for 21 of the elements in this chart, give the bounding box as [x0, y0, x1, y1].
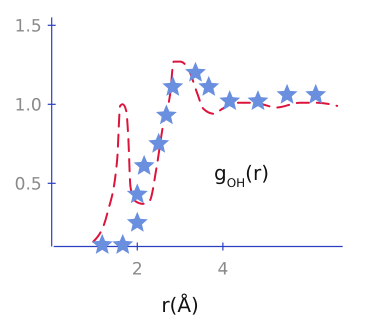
point [162, 76, 184, 96]
point [92, 234, 113, 254]
y-tick-label: 1.0 [14, 95, 42, 116]
x-tick-label: 2 [132, 260, 143, 280]
y-tick-label: 1.5 [14, 16, 42, 36]
y-tick-label: 0.5 [14, 174, 42, 194]
point [248, 90, 268, 110]
point [185, 62, 206, 82]
point [148, 132, 170, 153]
x-axis-title: r(Å) [161, 293, 199, 317]
x-tick-label: 4 [217, 260, 228, 280]
point [276, 84, 298, 104]
point [126, 212, 148, 232]
point [126, 183, 148, 204]
point [156, 104, 177, 124]
point [219, 90, 240, 110]
annotation: g$_{OH}$(r) [214, 161, 269, 190]
point [198, 76, 220, 96]
point [305, 84, 326, 104]
point [134, 154, 155, 175]
point [112, 234, 134, 254]
